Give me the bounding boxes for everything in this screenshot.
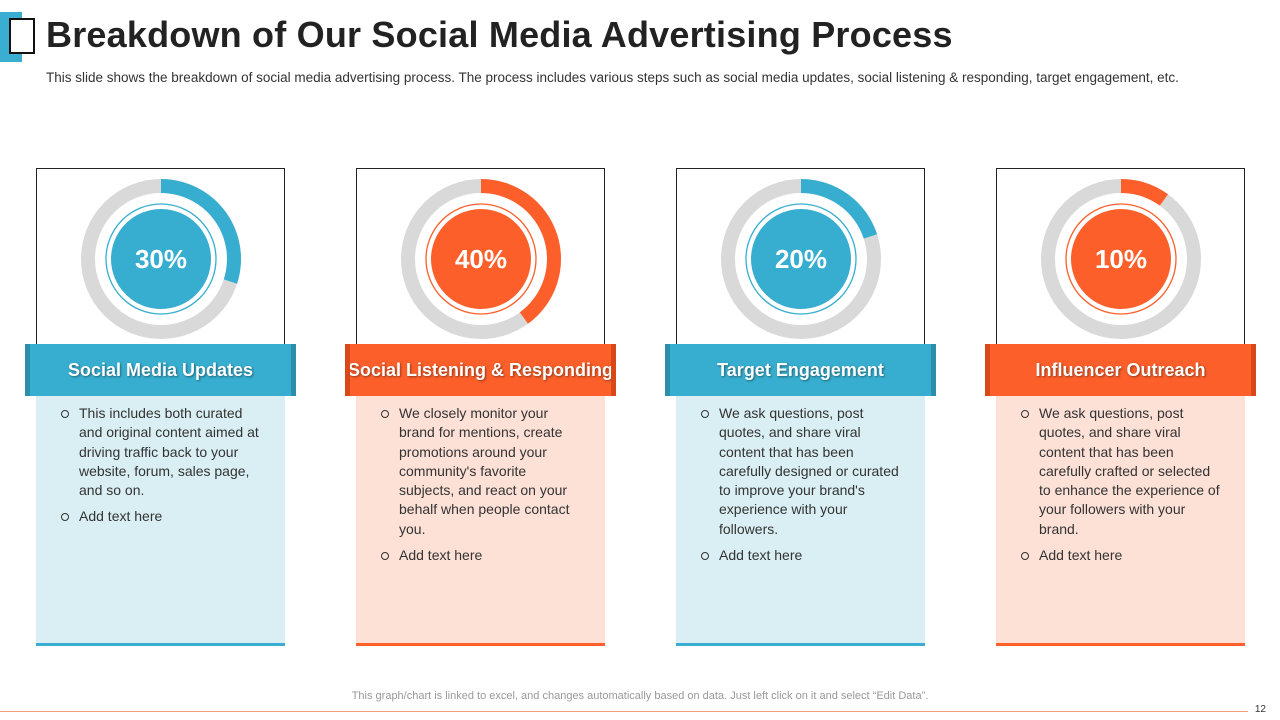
card-heading: Social Listening & Responding: [345, 344, 616, 396]
bullet-item: Add text here: [60, 507, 263, 526]
donut-chart-influencer-outreach: 10%: [1041, 179, 1201, 339]
donut-chart-target-engagement: 20%: [721, 179, 881, 339]
bullet-item: This includes both curated and original …: [60, 404, 263, 500]
donut-core: [111, 209, 211, 309]
donut-inner-ring: [745, 203, 857, 315]
donut-value-segment: [801, 179, 878, 239]
bullet-item: Add text here: [380, 546, 583, 565]
bullet-item: We closely monitor your brand for mentio…: [380, 404, 583, 539]
donut-value-segment: [161, 179, 241, 284]
donut-value-label: 20%: [775, 244, 827, 274]
card-social-listening: 40% Social Listening & Responding We clo…: [345, 168, 616, 646]
card-heading: Social Media Updates: [25, 344, 296, 396]
title-accent-box: [9, 18, 35, 54]
footer-divider: [0, 711, 1248, 712]
donut-chart-social-media-updates: 30%: [81, 179, 241, 339]
donut-core: [1071, 209, 1171, 309]
card-heading: Target Engagement: [665, 344, 936, 396]
footer-note: This graph/chart is linked to excel, and…: [351, 690, 929, 702]
donut-frame: 20%: [676, 168, 925, 354]
bullet-item: We ask questions, post quotes, and share…: [1020, 404, 1223, 539]
card-target-engagement: 20% Target Engagement We ask questions, …: [665, 168, 936, 646]
slide-title: Breakdown of Our Social Media Advertisin…: [46, 14, 953, 55]
donut-value-label: 30%: [135, 244, 187, 274]
donut-inner-ring: [1065, 203, 1177, 315]
donut-value-segment: [481, 179, 561, 324]
donut-value-label: 10%: [1095, 244, 1147, 274]
bullet-item: Add text here: [700, 546, 903, 565]
card-body: This includes both curated and original …: [36, 396, 285, 646]
donut-value-label: 40%: [455, 244, 507, 274]
card-social-media-updates: 30% Social Media Updates This includes b…: [25, 168, 296, 646]
card-influencer-outreach: 10% Influencer Outreach We ask questions…: [985, 168, 1256, 646]
donut-frame: 30%: [36, 168, 285, 354]
donut-core: [751, 209, 851, 309]
donut-inner-ring: [425, 203, 537, 315]
donut-inner-ring: [105, 203, 217, 315]
card-heading: Influencer Outreach: [985, 344, 1256, 396]
bullet-item: Add text here: [1020, 546, 1223, 565]
donut-frame: 10%: [996, 168, 1245, 354]
card-body: We ask questions, post quotes, and share…: [996, 396, 1245, 646]
donut-core: [431, 209, 531, 309]
bullet-item: We ask questions, post quotes, and share…: [700, 404, 903, 539]
slide-subtitle: This slide shows the breakdown of social…: [46, 70, 1179, 85]
card-body: We closely monitor your brand for mentio…: [356, 396, 605, 646]
donut-chart-social-listening: 40%: [401, 179, 561, 339]
card-body: We ask questions, post quotes, and share…: [676, 396, 925, 646]
donut-value-segment: [1121, 179, 1169, 206]
page-number: 12: [1254, 704, 1266, 715]
donut-frame: 40%: [356, 168, 605, 354]
